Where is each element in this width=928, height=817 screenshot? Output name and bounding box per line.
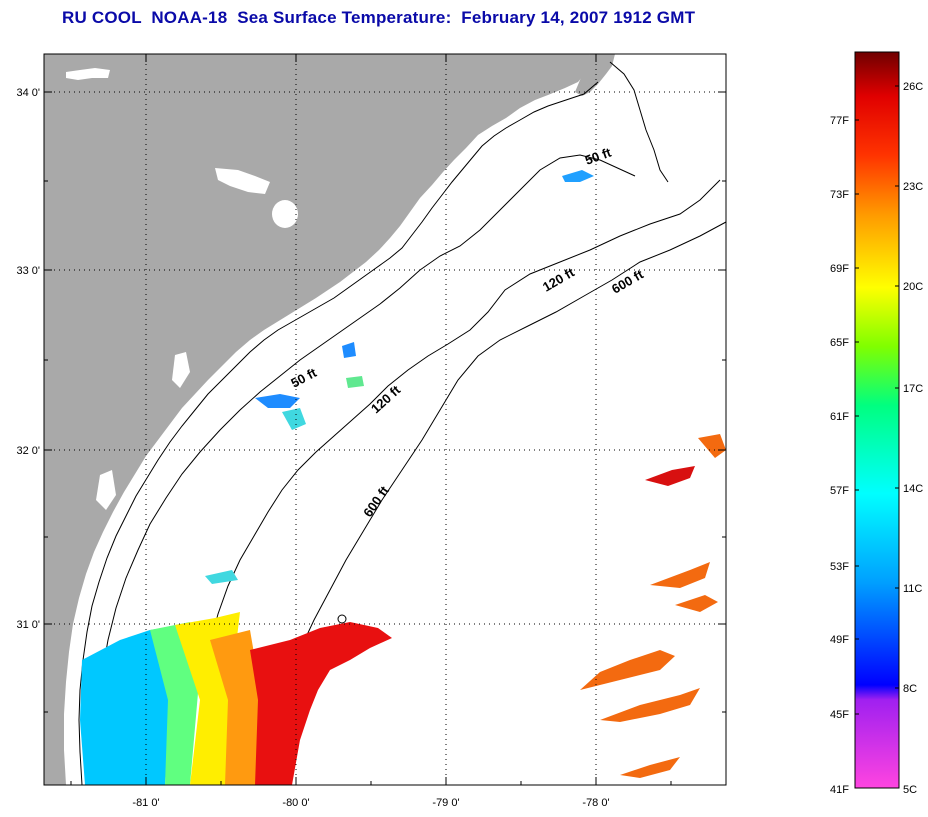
inland-water [172, 352, 190, 388]
colorbar-celsius-label: 17C [903, 383, 923, 395]
coastline [78, 81, 599, 785]
sst-patch-orange [210, 630, 262, 785]
sst-patch-orange-east [675, 595, 718, 612]
graticule [44, 54, 726, 785]
sst-patch-orange-east [698, 434, 726, 458]
colorbar-fahrenheit-label: 41F [830, 784, 849, 796]
colorbar-celsius-label: 14C [903, 483, 923, 495]
sst-patch-orange-east [620, 757, 680, 778]
map-frame [43, 53, 727, 786]
inland-water [66, 68, 110, 80]
sst-patch-warm [250, 622, 392, 785]
latitude-label: 33 0' [16, 265, 40, 277]
sst-patch-cyan [282, 408, 306, 430]
colorbar-gradient [854, 51, 900, 789]
sst-patch-orange-east [650, 562, 710, 588]
sst-patch-orange-east [580, 650, 675, 690]
longitude-label: -81 0' [132, 797, 159, 809]
isobath-50ft [95, 154, 636, 785]
latitude-label: 34 0' [16, 87, 40, 99]
colorbar-celsius-label: 20C [903, 281, 923, 293]
sst-patch-cyan [205, 570, 238, 584]
sst-patch-warm-east [645, 466, 695, 486]
map-marker [337, 614, 347, 624]
coastline [609, 61, 669, 183]
latitude-label: 32 0' [16, 445, 40, 457]
latitude-label: 31 0' [16, 619, 40, 631]
sst-patch-green [150, 622, 200, 785]
colorbar-fahrenheit-label: 65F [830, 337, 849, 349]
colorbar-fahrenheit-label: 49F [830, 634, 849, 646]
sst-patch-green [346, 376, 364, 388]
inland-water [215, 168, 270, 194]
sst-patch-cool [80, 626, 175, 785]
sst-patch-blue [342, 342, 356, 358]
land-north-carolina [575, 54, 615, 96]
longitude-label: -78 0' [582, 797, 609, 809]
isobath-120ft [195, 179, 721, 785]
longitude-label: -80 0' [282, 797, 309, 809]
colorbar-fahrenheit-label: 53F [830, 561, 849, 573]
sst-patch-blue [562, 170, 594, 182]
sst-patch-orange-east [600, 688, 700, 722]
colorbar-fahrenheit-label: 73F [830, 189, 849, 201]
colorbar-fahrenheit-label: 61F [830, 411, 849, 423]
map-title: RU COOL NOAA-18 Sea Surface Temperature:… [62, 8, 696, 27]
longitude-label: -79 0' [432, 797, 459, 809]
colorbar-fahrenheit-label: 45F [830, 709, 849, 721]
colorbar-celsius-label: 8C [903, 683, 917, 695]
sst-map: 34 0' 33 0' 32 0' 31 0' -81 0' -80 0' -7… [16, 53, 727, 809]
colorbar-celsius-label: 11C [903, 583, 922, 595]
inland-water [96, 470, 116, 510]
inland-water [272, 200, 298, 228]
colorbar-celsius-label: 5C [903, 784, 917, 796]
colorbar-fahrenheit-label: 77F [830, 115, 849, 127]
colorbar-fahrenheit-label: 57F [830, 485, 849, 497]
colorbar-ticks [855, 85, 899, 715]
colorbar-fahrenheit-label: 69F [830, 263, 849, 275]
tick-marks [44, 54, 726, 785]
colorbar-celsius-label: 23C [903, 181, 923, 193]
colorbar-celsius-label: 26C [903, 81, 923, 93]
land-mass [44, 54, 590, 785]
sst-patch-blue [255, 394, 300, 408]
